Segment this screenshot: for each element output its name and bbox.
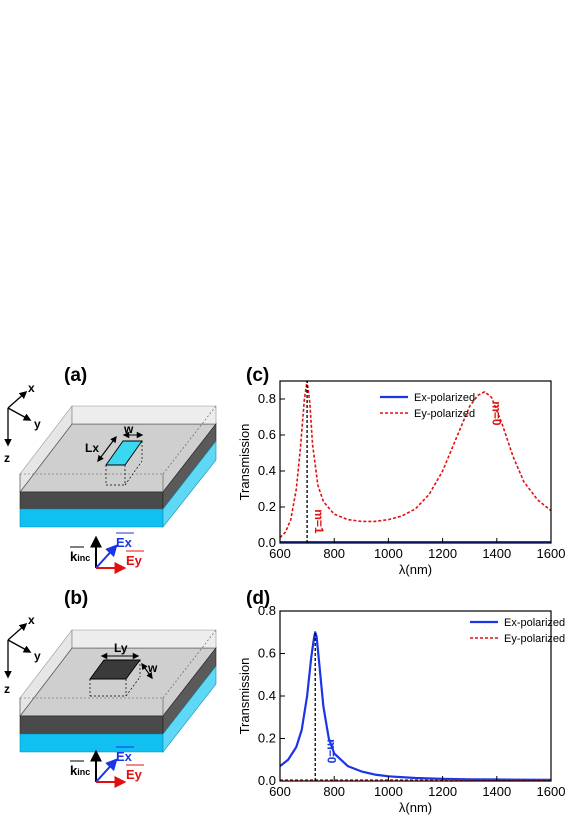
dim-lx-label: Lx (85, 441, 99, 455)
x-tick-label: 1600 (537, 784, 566, 799)
y-tick-label: 0.2 (258, 731, 276, 746)
y-tick-label: 0.6 (258, 427, 276, 442)
slab-front-substrate (19, 733, 164, 753)
aperture-box: Lx w (85, 422, 144, 486)
x-tick-label: 1400 (482, 546, 511, 561)
legend-label: Ex-polarized (504, 617, 565, 629)
x-tick-label: 800 (323, 546, 345, 561)
axis-z-label: z (4, 451, 10, 465)
ex-arrow-icon (95, 544, 118, 569)
x-tick-label: 600 (269, 546, 291, 561)
series-line-1 (279, 631, 552, 781)
incidence-vectors: kinc Ex Ey (70, 746, 144, 788)
x-tick-label: 800 (323, 784, 345, 799)
slab (19, 405, 217, 528)
panel-b-diagram: (b) x y z (4, 588, 217, 788)
series-line-2 (279, 380, 552, 539)
legend-label: Ey-polarized (504, 633, 565, 645)
aperture-box: Ly w (89, 641, 158, 697)
y-tick-label: 0.8 (258, 391, 276, 406)
y-axis-label: Transmission (237, 424, 252, 501)
slab-front-metal (19, 715, 164, 735)
x-tick-label: 1600 (537, 546, 566, 561)
panel-d-label: (d) (246, 588, 270, 609)
dim-w-label: w (123, 422, 134, 436)
ex-label: Ex (116, 749, 133, 764)
y-tick-label: 0.4 (258, 688, 276, 703)
legend-label: Ey-polarized (414, 408, 475, 420)
y-tick-label: 0.4 (258, 463, 276, 478)
slab-front-metal (19, 491, 164, 510)
mode-annotation: m=0 (324, 739, 338, 764)
y-tick-label: 0.0 (258, 535, 276, 550)
axis-y-label: y (34, 417, 41, 431)
panel-a-label: (a) (64, 365, 87, 386)
axis-z-label: z (4, 682, 10, 696)
dim-ly-label: Ly (114, 641, 128, 655)
legend-label: Ex-polarized (414, 392, 475, 404)
x-tick-label: 1400 (482, 784, 511, 799)
x-tick-label: 1200 (428, 784, 457, 799)
x-tick-label: 1200 (428, 546, 457, 561)
x-tick-label: 1000 (374, 546, 403, 561)
y-tick-label: 0.0 (258, 773, 276, 788)
panel-a-diagram: (a) x y z (4, 365, 217, 574)
y-tick-label: 0.8 (258, 603, 276, 618)
axis-y-label: y (34, 649, 41, 663)
dim-lx-arrow (97, 435, 117, 463)
panel-b-label: (b) (64, 588, 88, 609)
k-label: kinc (70, 549, 90, 564)
ey-label: Ey (126, 553, 143, 568)
chart-c: 600 800 1000 1200 1400 1600 0.0 0.2 0.4 0.6 0.8 λ(n… (237, 380, 566, 577)
axis-x-label: x (28, 381, 35, 395)
dim-w-label: w (147, 661, 158, 675)
axes-icon: x y z (4, 381, 41, 465)
panel-c-label: (c) (246, 365, 269, 386)
slab-side-substrate (162, 665, 217, 753)
mode-annotation: m=1 (312, 509, 326, 534)
incidence-vectors: kinc Ex Ey (70, 532, 144, 574)
k-label: kinc (70, 763, 90, 778)
axes-icon: x y z (4, 613, 41, 696)
y-tick-label: 0.2 (258, 499, 276, 514)
slab-front-substrate (19, 508, 164, 528)
axis-x-label: x (28, 613, 35, 627)
y-tick-label: 0.6 (258, 646, 276, 661)
ex-label: Ex (116, 535, 133, 550)
mode-annotation: m=0 (490, 401, 504, 426)
x-tick-label: 600 (269, 784, 291, 799)
x-tick-label: 1000 (374, 784, 403, 799)
x-axis-label: λ(nm) (399, 562, 432, 577)
y-axis-label: Transmission (237, 658, 252, 735)
slab (19, 629, 217, 753)
plot-frame (279, 380, 552, 544)
chart-d: 600 800 1000 1200 1400 1600 0.0 0.2 0.4 0.6 0.8 λ(n… (237, 603, 565, 815)
dim-w-arrow (141, 662, 153, 680)
ex-arrow-icon (95, 758, 118, 783)
ey-label: Ey (126, 767, 143, 782)
slab-side-substrate (162, 440, 217, 528)
x-axis-label: λ(nm) (399, 800, 432, 815)
